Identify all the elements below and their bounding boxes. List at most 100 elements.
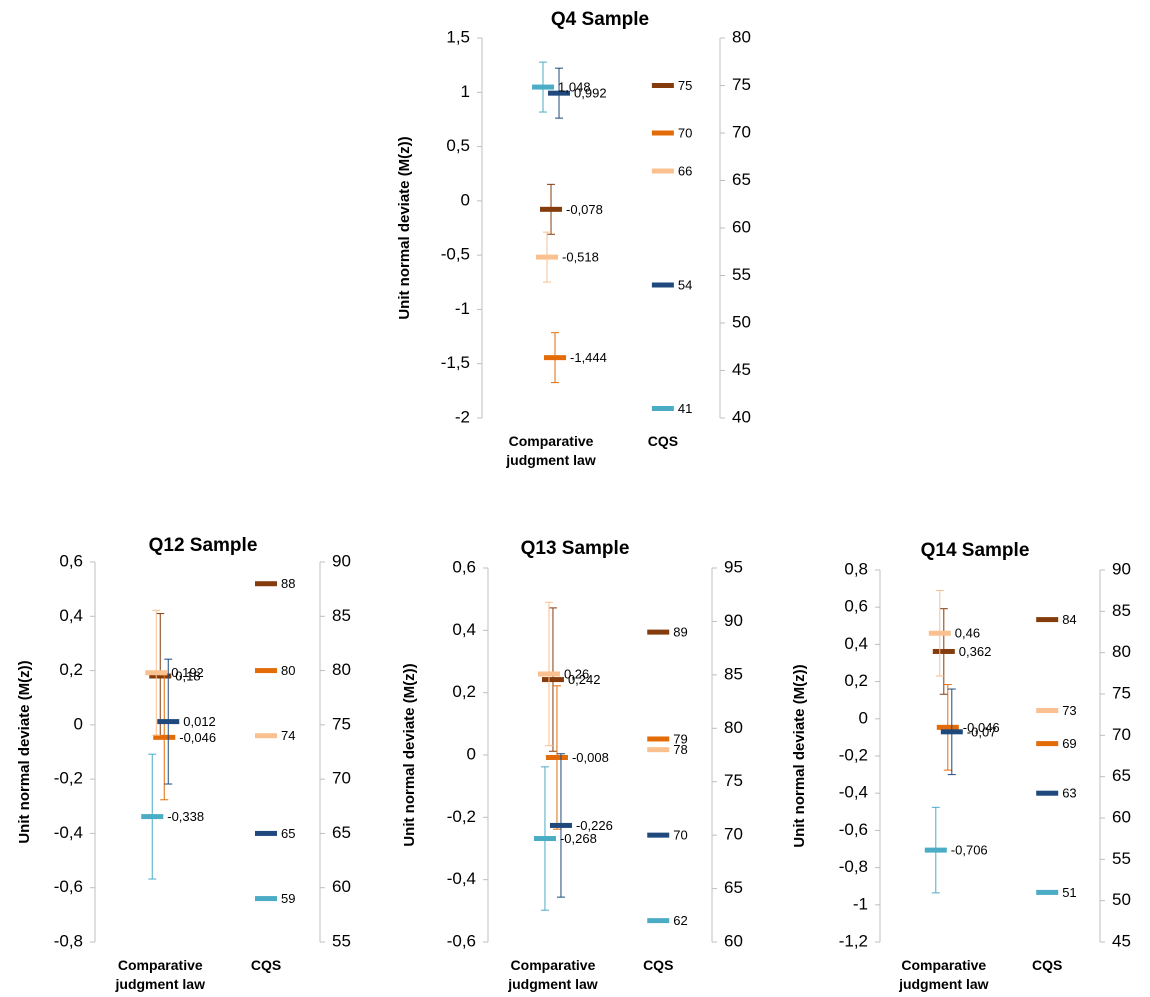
y-tick-label: 0,4 bbox=[452, 620, 476, 639]
data-label: 63 bbox=[1062, 786, 1076, 801]
data-label: -0,078 bbox=[566, 202, 603, 217]
marker bbox=[1036, 790, 1059, 796]
marker bbox=[1036, 617, 1059, 623]
marker bbox=[255, 830, 277, 836]
data-label: -0,008 bbox=[572, 750, 609, 765]
data-label: -0,338 bbox=[167, 809, 204, 824]
y-tick-label: -0,8 bbox=[839, 857, 868, 876]
marker bbox=[940, 729, 963, 735]
data-label: 74 bbox=[281, 728, 295, 743]
marker bbox=[932, 648, 955, 654]
y-tick-label: -0,2 bbox=[839, 745, 868, 764]
y2-tick-label: 75 bbox=[732, 75, 751, 94]
y-axis-title: Unit normal deviate (M(z)) bbox=[401, 663, 418, 846]
marker bbox=[936, 724, 959, 730]
data-label: 0,242 bbox=[568, 672, 601, 687]
marker bbox=[537, 671, 560, 677]
marker bbox=[255, 896, 277, 902]
data-label: 0,46 bbox=[955, 626, 980, 641]
y-tick-label: -1 bbox=[455, 299, 470, 318]
y-tick-label: 0,4 bbox=[59, 606, 83, 625]
y-axis-title: Unit normal deviate (M(z)) bbox=[16, 660, 33, 843]
y2-tick-label: 65 bbox=[724, 878, 743, 897]
data-label: 88 bbox=[281, 576, 295, 591]
y2-tick-label: 55 bbox=[732, 265, 751, 284]
y2-tick-label: 70 bbox=[724, 825, 743, 844]
data-label: 0,362 bbox=[959, 644, 992, 659]
y-tick-label: -2 bbox=[455, 407, 470, 426]
marker bbox=[536, 254, 559, 260]
y2-tick-label: 80 bbox=[1112, 642, 1131, 661]
marker bbox=[651, 130, 674, 136]
y2-tick-label: 65 bbox=[332, 823, 351, 842]
x-tick-label: Comparative judgment law bbox=[115, 957, 205, 992]
marker bbox=[651, 168, 674, 174]
y-tick-label: 1,5 bbox=[446, 27, 470, 46]
data-label: 62 bbox=[673, 913, 687, 928]
y-tick-label: -1,5 bbox=[441, 353, 470, 372]
y-tick-label: 0 bbox=[467, 744, 476, 763]
marker bbox=[532, 84, 555, 90]
marker bbox=[1036, 708, 1059, 714]
marker bbox=[545, 754, 568, 760]
data-label: 79 bbox=[673, 731, 687, 746]
data-label: 59 bbox=[281, 891, 295, 906]
marker bbox=[544, 355, 567, 361]
data-label: 0,26 bbox=[564, 666, 589, 681]
data-label: 69 bbox=[1062, 736, 1076, 751]
y2-tick-label: 55 bbox=[332, 931, 351, 950]
chart-title: Q12 Sample bbox=[149, 535, 258, 556]
x-tick-label: Comparative judgment law bbox=[506, 433, 596, 468]
marker bbox=[928, 630, 951, 636]
y-tick-label: -0,2 bbox=[447, 807, 476, 826]
marker bbox=[924, 847, 947, 853]
marker bbox=[651, 83, 674, 88]
y-tick-label: -1,2 bbox=[839, 931, 868, 950]
data-label: 66 bbox=[678, 163, 692, 178]
data-label: -1,444 bbox=[570, 350, 607, 365]
y2-tick-label: 75 bbox=[1112, 683, 1131, 702]
marker bbox=[533, 836, 556, 842]
y-tick-label: -0,8 bbox=[54, 931, 83, 950]
y2-tick-label: 50 bbox=[1112, 890, 1131, 909]
y2-tick-label: 90 bbox=[332, 551, 351, 570]
marker bbox=[647, 918, 670, 924]
y2-tick-label: 60 bbox=[1112, 807, 1131, 826]
y2-tick-label: 75 bbox=[724, 771, 743, 790]
y-tick-label: 0,6 bbox=[452, 557, 476, 576]
data-label: 1,048 bbox=[558, 80, 591, 95]
marker bbox=[157, 719, 180, 725]
y2-tick-label: 80 bbox=[724, 718, 743, 737]
y-tick-label: -0,2 bbox=[54, 769, 83, 788]
marker bbox=[255, 668, 277, 674]
y-tick-label: 0 bbox=[859, 708, 868, 727]
data-label: 75 bbox=[678, 78, 692, 93]
y2-tick-label: 40 bbox=[732, 407, 751, 426]
y-tick-label: 0,6 bbox=[844, 597, 868, 616]
y-tick-label: 0,5 bbox=[446, 136, 470, 155]
y-tick-label: 0,4 bbox=[844, 634, 868, 653]
x-tick-label: Comparative judgment law bbox=[508, 957, 598, 992]
data-label: 0,012 bbox=[183, 714, 216, 729]
y2-tick-label: 70 bbox=[332, 769, 351, 788]
y2-tick-label: 65 bbox=[1112, 766, 1131, 785]
y-tick-label: 0 bbox=[74, 714, 83, 733]
y2-tick-label: 85 bbox=[724, 664, 743, 683]
x-tick-label: CQS bbox=[1032, 957, 1063, 973]
data-label: -0,226 bbox=[576, 818, 613, 833]
y2-tick-label: 65 bbox=[732, 170, 751, 189]
x-tick-label: CQS bbox=[643, 957, 674, 973]
marker bbox=[153, 734, 176, 740]
data-label: 41 bbox=[678, 401, 692, 416]
x-tick-label: CQS bbox=[250, 957, 282, 973]
marker bbox=[647, 629, 670, 635]
y-tick-label: 0 bbox=[461, 190, 470, 209]
y2-tick-label: 70 bbox=[732, 122, 751, 141]
chart-title: Q4 Sample bbox=[551, 9, 649, 30]
data-label: 73 bbox=[1062, 703, 1076, 718]
data-label: 65 bbox=[281, 826, 295, 841]
marker bbox=[647, 832, 670, 838]
y-tick-label: -0,4 bbox=[839, 783, 868, 802]
y-axis-title: Unit normal deviate (M(z)) bbox=[791, 664, 808, 847]
y-tick-label: 1 bbox=[461, 82, 470, 101]
